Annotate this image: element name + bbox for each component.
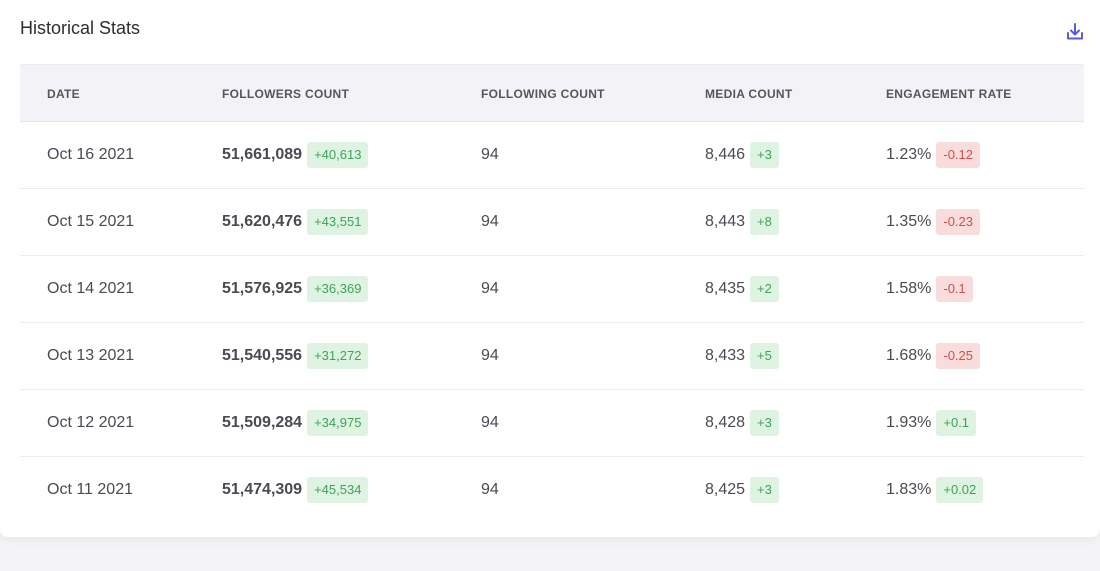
following-cell: 94	[481, 146, 499, 163]
table-row: Oct 16 2021 51,661,089 +40,613 94 8,446 …	[20, 122, 1084, 189]
engagement-change-badge: -0.25	[936, 343, 981, 369]
followers-cell: 51,474,309 +45,534	[222, 457, 369, 523]
stats-table: DATE FOLLOWERS COUNT FOLLOWING COUNT MED…	[20, 64, 1084, 524]
followers-change-badge: +43,551	[307, 209, 369, 235]
followers-change-badge: +45,534	[307, 477, 369, 503]
media-count: 8,428	[705, 414, 746, 431]
date-cell: Oct 14 2021	[47, 280, 135, 297]
media-count: 8,446	[705, 146, 746, 163]
engagement-change-badge: -0.23	[936, 209, 981, 235]
engagement-rate: 1.35%	[886, 213, 932, 230]
engagement-rate: 1.23%	[886, 146, 932, 163]
followers-cell: 51,576,925 +36,369	[222, 256, 369, 322]
engagement-cell: 1.83% +0.02	[886, 457, 984, 523]
table-row: Oct 13 2021 51,540,556 +31,272 94 8,433 …	[20, 323, 1084, 390]
media-change-badge: +3	[750, 477, 779, 503]
table-row: Oct 14 2021 51,576,925 +36,369 94 8,435 …	[20, 256, 1084, 323]
date-cell: Oct 16 2021	[47, 146, 135, 163]
followers-change-badge: +36,369	[307, 276, 369, 302]
followers-count: 51,540,556	[222, 347, 303, 364]
following-cell: 94	[481, 213, 499, 230]
media-cell: 8,435 +2	[705, 256, 779, 322]
table-row: Oct 15 2021 51,620,476 +43,551 94 8,443 …	[20, 189, 1084, 256]
media-cell: 8,446 +3	[705, 122, 779, 188]
media-change-badge: +2	[750, 276, 779, 302]
engagement-change-badge: +0.1	[936, 410, 977, 436]
engagement-cell: 1.68% -0.25	[886, 323, 981, 389]
media-change-badge: +3	[750, 410, 779, 436]
table-header: DATE FOLLOWERS COUNT FOLLOWING COUNT MED…	[20, 64, 1084, 122]
engagement-rate: 1.83%	[886, 481, 932, 498]
engagement-cell: 1.93% +0.1	[886, 390, 977, 456]
column-header-engagement[interactable]: ENGAGEMENT RATE	[886, 87, 1012, 101]
media-change-badge: +8	[750, 209, 779, 235]
column-header-media[interactable]: MEDIA COUNT	[705, 87, 793, 101]
followers-count: 51,620,476	[222, 213, 303, 230]
engagement-rate: 1.58%	[886, 280, 932, 297]
followers-change-badge: +34,975	[307, 410, 369, 436]
engagement-change-badge: +0.02	[936, 477, 984, 503]
media-count: 8,425	[705, 481, 746, 498]
card-title: Historical Stats	[20, 18, 141, 38]
following-cell: 94	[481, 280, 499, 297]
media-count: 8,443	[705, 213, 746, 230]
following-cell: 94	[481, 481, 499, 498]
table-body: Oct 16 2021 51,661,089 +40,613 94 8,446 …	[20, 122, 1084, 524]
followers-change-badge: +31,272	[307, 343, 369, 369]
engagement-rate: 1.93%	[886, 414, 932, 431]
engagement-cell: 1.35% -0.23	[886, 189, 981, 255]
date-cell: Oct 13 2021	[47, 347, 135, 364]
followers-change-badge: +40,613	[307, 142, 369, 168]
historical-stats-card: Historical Stats DATE FOLLOWERS COUNT FO…	[0, 0, 1100, 537]
column-header-date[interactable]: DATE	[47, 87, 80, 101]
followers-count: 51,509,284	[222, 414, 303, 431]
followers-cell: 51,620,476 +43,551	[222, 189, 369, 255]
engagement-cell: 1.23% -0.12	[886, 122, 981, 188]
followers-cell: 51,540,556 +31,272	[222, 323, 369, 389]
column-header-following[interactable]: FOLLOWING COUNT	[481, 87, 605, 101]
table-row: Oct 11 2021 51,474,309 +45,534 94 8,425 …	[20, 457, 1084, 524]
date-cell: Oct 11 2021	[47, 481, 133, 498]
followers-count: 51,661,089	[222, 146, 303, 163]
following-cell: 94	[481, 414, 499, 431]
media-count: 8,433	[705, 347, 746, 364]
followers-cell: 51,509,284 +34,975	[222, 390, 369, 456]
followers-cell: 51,661,089 +40,613	[222, 122, 369, 188]
following-cell: 94	[481, 347, 499, 364]
column-header-followers[interactable]: FOLLOWERS COUNT	[222, 87, 350, 101]
engagement-rate: 1.68%	[886, 347, 932, 364]
engagement-change-badge: -0.12	[936, 142, 981, 168]
engagement-cell: 1.58% -0.1	[886, 256, 973, 322]
media-count: 8,435	[705, 280, 746, 297]
followers-count: 51,576,925	[222, 280, 303, 297]
media-cell: 8,443 +8	[705, 189, 779, 255]
download-button[interactable]	[1064, 21, 1086, 43]
media-cell: 8,433 +5	[705, 323, 779, 389]
date-cell: Oct 12 2021	[47, 414, 135, 431]
table-row: Oct 12 2021 51,509,284 +34,975 94 8,428 …	[20, 390, 1084, 457]
download-icon	[1067, 23, 1083, 40]
followers-count: 51,474,309	[222, 481, 303, 498]
media-change-badge: +5	[750, 343, 779, 369]
media-change-badge: +3	[750, 142, 779, 168]
media-cell: 8,425 +3	[705, 457, 779, 523]
date-cell: Oct 15 2021	[47, 213, 135, 230]
engagement-change-badge: -0.1	[936, 276, 973, 302]
media-cell: 8,428 +3	[705, 390, 779, 456]
